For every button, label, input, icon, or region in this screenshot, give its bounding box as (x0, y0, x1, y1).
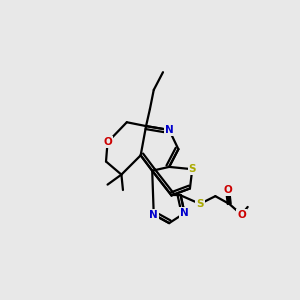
Text: N: N (149, 210, 158, 220)
Text: O: O (237, 210, 246, 220)
Text: O: O (223, 185, 232, 195)
Text: N: N (180, 208, 189, 218)
Text: N: N (165, 125, 173, 135)
Text: S: S (188, 164, 196, 174)
Text: S: S (196, 199, 204, 209)
Text: O: O (103, 137, 112, 147)
